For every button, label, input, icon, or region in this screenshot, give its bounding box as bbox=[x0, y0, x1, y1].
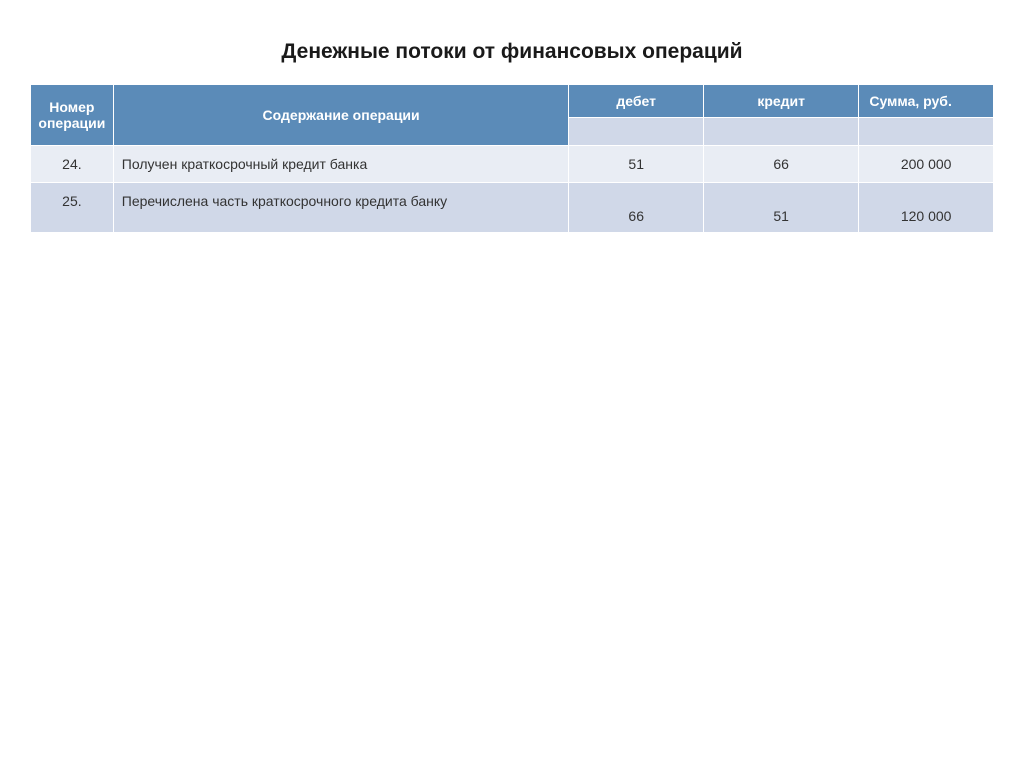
cell-num: 24. bbox=[31, 146, 114, 183]
cell-desc: Получен краткосрочный кредит банка bbox=[113, 146, 569, 183]
header-num: Номер операции bbox=[31, 85, 114, 146]
cell-sum: 120 000 bbox=[859, 183, 994, 233]
cell-credit: 51 bbox=[704, 183, 859, 233]
table-header-row: Номер операции Содержание операции дебет… bbox=[31, 85, 994, 118]
cell-credit: 66 bbox=[704, 146, 859, 183]
header-credit: кредит bbox=[704, 85, 859, 118]
table-row: 25. Перечислена часть краткосрочного кре… bbox=[31, 183, 994, 233]
cell-sum: 200 000 bbox=[859, 146, 994, 183]
cell-debit: 51 bbox=[569, 146, 704, 183]
subheader-sum bbox=[859, 118, 994, 146]
subheader-debit bbox=[569, 118, 704, 146]
subheader-credit bbox=[704, 118, 859, 146]
header-desc: Содержание операции bbox=[113, 85, 569, 146]
table-row: 24. Получен краткосрочный кредит банка 5… bbox=[31, 146, 994, 183]
header-sum: Сумма, руб. bbox=[859, 85, 994, 118]
cash-flow-table: Номер операции Содержание операции дебет… bbox=[30, 84, 994, 233]
cell-debit: 66 bbox=[569, 183, 704, 233]
cell-num: 25. bbox=[31, 183, 114, 233]
header-debit: дебет bbox=[569, 85, 704, 118]
cell-desc: Перечислена часть краткосрочного кредита… bbox=[113, 183, 569, 233]
page-title: Денежные потоки от финансовых операций bbox=[30, 40, 994, 64]
